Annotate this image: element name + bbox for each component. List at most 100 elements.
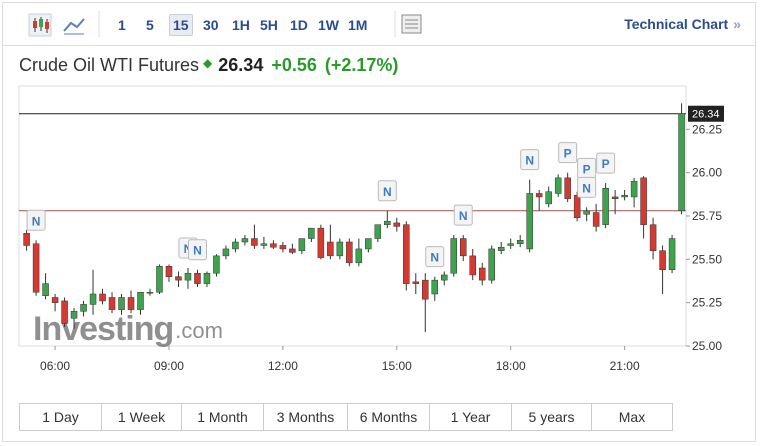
candle-body <box>165 266 173 277</box>
news-marker-label: N <box>582 181 591 195</box>
news-marker <box>577 176 597 198</box>
candle-body <box>184 272 192 281</box>
range-button[interactable]: 1 Week <box>102 404 182 430</box>
interval-button[interactable]: 5 <box>146 17 154 33</box>
link-text[interactable]: Technical Chart <box>624 16 729 32</box>
candle-body <box>279 245 287 250</box>
candle-body <box>488 248 495 281</box>
y-tick-label: 26.00 <box>692 166 722 180</box>
candle-body <box>478 267 486 281</box>
candle-body <box>175 276 182 281</box>
interval-button[interactable]: 1H <box>232 17 250 33</box>
news-marker <box>187 239 207 261</box>
line-icon[interactable] <box>63 18 85 32</box>
quote: Crude Oil WTI Futures ◆ 26.34 +0.56 (+2.17%) <box>19 55 398 76</box>
news-marker <box>596 152 616 174</box>
technical-chart-link[interactable]: Technical Chart» <box>624 16 741 32</box>
range-button[interactable]: 5 years <box>512 404 592 430</box>
candle-body <box>241 238 249 243</box>
candle-body <box>108 297 116 310</box>
candle-body <box>393 222 401 227</box>
news-marker-label: N <box>193 244 202 258</box>
news-marker <box>425 246 445 268</box>
news-marker <box>453 204 473 226</box>
candle-body <box>346 241 353 264</box>
candle-body <box>308 227 315 239</box>
candle-body <box>99 293 106 302</box>
candle-body <box>441 274 448 281</box>
x-tick-label: 12:00 <box>268 359 298 373</box>
candle-body <box>535 193 543 198</box>
candle-body <box>668 238 676 270</box>
news-marker <box>558 142 578 164</box>
candle-body <box>194 272 201 284</box>
candle-body <box>89 293 97 305</box>
interval-button[interactable]: 1M <box>348 17 368 33</box>
candle-body <box>450 238 458 274</box>
candle-body <box>374 224 382 239</box>
interval-button[interactable]: 1 <box>118 17 126 33</box>
price: 26.34 <box>218 55 264 75</box>
candle-body <box>23 233 30 246</box>
candle-body <box>80 304 87 312</box>
interval-button[interactable]: 1D <box>290 17 308 33</box>
candle-body <box>355 248 363 264</box>
change-percent: (+2.17%) <box>324 55 399 75</box>
news-marker-label: N <box>32 214 41 228</box>
candle-body <box>497 246 505 251</box>
separator-icons <box>394 11 422 37</box>
range-button[interactable]: 1 Month <box>182 404 264 430</box>
candle-body <box>51 297 59 303</box>
range-button[interactable]: 1 Year <box>430 404 512 430</box>
x-tick-label: 06:00 <box>40 359 70 373</box>
candle-body <box>412 281 420 284</box>
candle-body <box>431 279 439 295</box>
candle-body <box>222 248 230 257</box>
news-marker-label: N <box>459 209 468 223</box>
chart: 25.00 25.25 25.50 25.75 26.00 26.25 06:00 09:00… <box>18 85 724 373</box>
candle-body <box>403 224 410 284</box>
candle-body <box>384 220 391 225</box>
x-tick-label: 15:00 <box>382 359 412 373</box>
candle-body <box>564 177 571 199</box>
candle-body <box>573 194 581 218</box>
chart-type-icons <box>28 11 100 37</box>
range-button[interactable]: 1 Day <box>20 404 102 430</box>
candle-body <box>327 241 334 257</box>
watermark: Investing <box>33 310 173 348</box>
candle-body <box>554 177 562 194</box>
x-tick-label: 21:00 <box>610 359 640 373</box>
candle-body <box>507 243 514 246</box>
interval-button[interactable]: 30 <box>203 17 219 33</box>
link-arrow[interactable]: » <box>733 16 741 32</box>
candle-body <box>545 191 552 205</box>
widget: 1 5 15 30 1H 5H 1D 1W 1M Technical Chart» Crude … <box>2 2 756 442</box>
candle-body <box>317 227 325 258</box>
x-tick-label: 18:00 <box>496 359 526 373</box>
interval-button[interactable]: 5H <box>260 17 278 33</box>
candle-body <box>137 292 144 310</box>
news-marker <box>520 149 540 171</box>
candle-body <box>422 279 429 300</box>
candle-body <box>459 238 467 257</box>
range-button[interactable]: 6 Months <box>348 404 430 430</box>
interval-button[interactable]: 15 <box>169 14 193 36</box>
interval-button[interactable]: 1W <box>318 17 339 33</box>
news-marker <box>377 180 397 202</box>
candle-body <box>649 224 657 251</box>
candle-body <box>678 113 685 212</box>
range-button[interactable]: Max <box>618 409 646 425</box>
news-marker-label: P <box>583 162 591 176</box>
news-marker-label: N <box>525 154 534 168</box>
y-tick-label: 25.50 <box>692 252 722 266</box>
candle-body <box>260 243 268 246</box>
watermark-suffix: .com <box>175 318 223 343</box>
candle-body <box>270 243 277 248</box>
candle-body <box>621 194 628 198</box>
news-marker-label: N <box>430 251 439 265</box>
candle-body <box>659 250 666 270</box>
last-price-label: 26.34 <box>692 109 720 121</box>
candle-body <box>365 238 372 250</box>
range-button[interactable]: 3 Months <box>264 404 348 430</box>
candle-body <box>640 177 647 225</box>
